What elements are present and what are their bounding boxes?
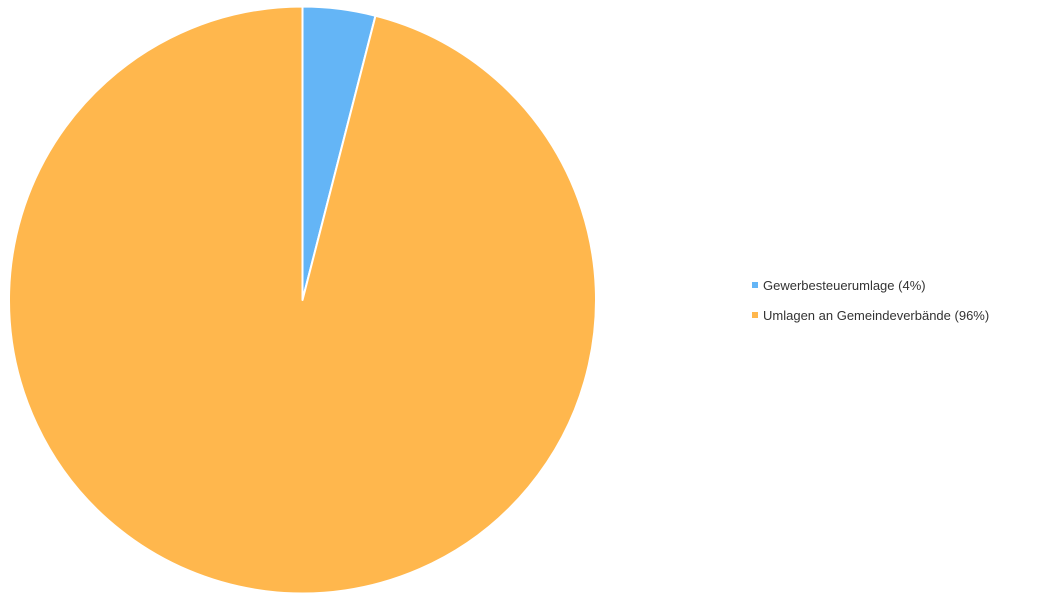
legend-item-umlagen-an-gemeindeverbaende[interactable]: Umlagen an Gemeindeverbände (96%) [752, 306, 1047, 324]
legend-swatch-umlagen-an-gemeindeverbaende [752, 312, 758, 318]
legend-swatch-gewerbesteuerumlage [752, 282, 758, 288]
pie-chart-plot [8, 5, 597, 594]
pie-slice-1[interactable] [8, 5, 597, 594]
legend-item-gewerbesteuerumlage[interactable]: Gewerbesteuerumlage (4%) [752, 276, 1047, 294]
chart-legend: Gewerbesteuerumlage (4%) Umlagen an Geme… [752, 276, 1047, 336]
legend-label-umlagen-an-gemeindeverbaende: Umlagen an Gemeindeverbände (96%) [763, 307, 990, 323]
legend-label-gewerbesteuerumlage: Gewerbesteuerumlage (4%) [763, 277, 926, 293]
